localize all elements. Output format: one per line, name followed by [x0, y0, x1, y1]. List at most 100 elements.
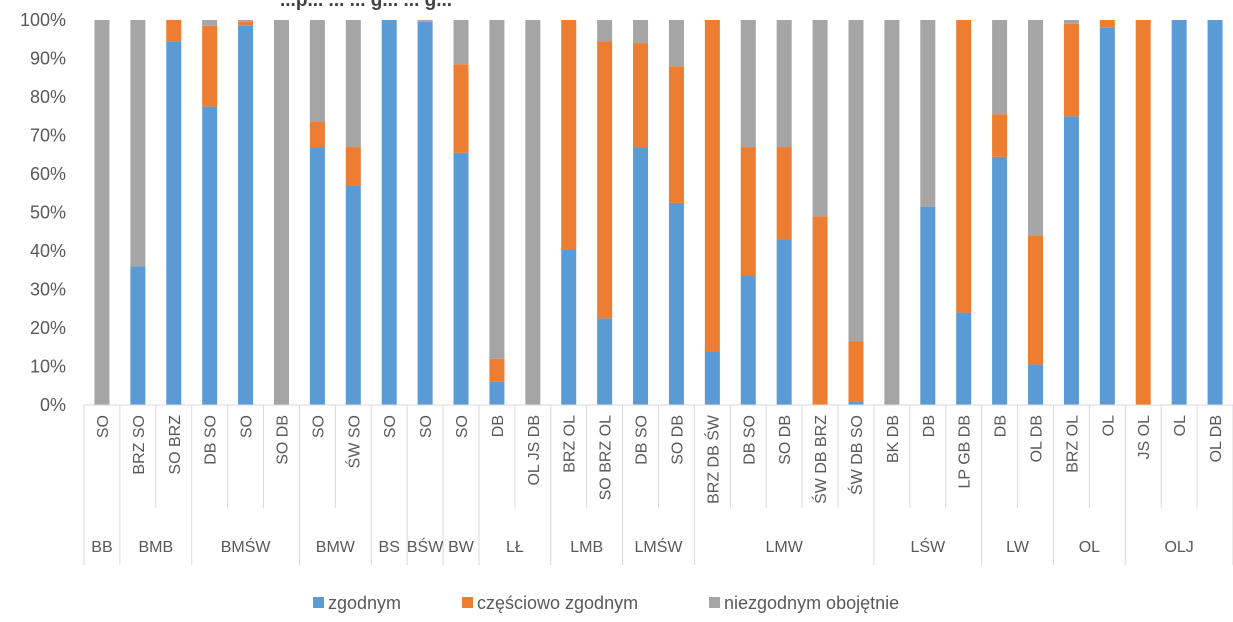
- bar-segment-1: [1028, 364, 1044, 405]
- x-tick-label: OL JS DB: [526, 415, 543, 486]
- y-tick-label: 0%: [40, 395, 66, 415]
- bar-segment-1: [309, 147, 325, 406]
- x-tick-label: ŚW SO: [344, 415, 363, 468]
- bar-segment-3: [453, 20, 469, 65]
- chart-title: ...p... ... ... g... ... g...: [280, 0, 452, 11]
- x-tick-label: DB SO: [203, 415, 220, 465]
- bar-segment-3: [740, 20, 756, 148]
- bar-segment-1: [668, 202, 684, 406]
- bar-segment-3: [848, 20, 864, 342]
- bar-segment-1: [992, 156, 1008, 405]
- legend: zgodnym częściowo zgodnym niezgodnym oboję…: [313, 593, 899, 613]
- group-label: LŁ: [506, 539, 524, 556]
- x-tick-label: ŚW DB BRZ: [811, 415, 830, 504]
- bar-segment-2: [848, 341, 864, 402]
- legend-label: częściowo zgodnym: [477, 593, 638, 613]
- x-tick-label: SO: [239, 415, 256, 438]
- bar-segment-1: [166, 41, 182, 406]
- bar-segment-3: [273, 20, 289, 405]
- bar-segment-2: [1028, 235, 1044, 365]
- x-tick-label: ŚW DB SO: [847, 415, 866, 495]
- x-tick-label: OL: [1172, 415, 1189, 436]
- bar-segment-1: [956, 312, 972, 405]
- bar-segment-1: [417, 21, 433, 406]
- bar-segment-3: [130, 20, 146, 267]
- bar-segment-1: [345, 185, 361, 405]
- bar-segment-2: [453, 64, 469, 153]
- bar-segment-3: [920, 20, 936, 207]
- group-label: BMB: [138, 539, 173, 556]
- bar-segment-2: [1099, 20, 1115, 28]
- bar-segment-3: [1063, 20, 1079, 24]
- bar-segment-3: [417, 20, 433, 22]
- bar-segment-3: [309, 20, 325, 123]
- bar-segment-2: [238, 21, 254, 26]
- group-label: BŚW: [407, 537, 444, 556]
- y-tick-label: 20%: [30, 318, 66, 338]
- bar-segment-3: [992, 20, 1008, 115]
- bar-segment-1: [238, 25, 254, 406]
- bar-segment-2: [668, 66, 684, 203]
- group-label: OL: [1079, 539, 1100, 556]
- bar-segment-1: [776, 239, 792, 405]
- bar-segment-2: [1063, 23, 1079, 117]
- bar-segment-1: [1063, 116, 1079, 405]
- bar-segment-3: [94, 20, 110, 405]
- bar-segment-2: [345, 147, 361, 186]
- bar-segment-3: [597, 20, 613, 42]
- x-tick-label: JS OL: [1136, 415, 1153, 460]
- y-tick-label: 100%: [20, 10, 66, 30]
- x-tick-label: DB SO: [634, 415, 651, 465]
- y-tick-label: 50%: [30, 203, 66, 223]
- bar-segment-2: [166, 20, 182, 42]
- bar-segment-3: [776, 20, 792, 148]
- bar-segment-1: [633, 147, 649, 406]
- bar-segment-2: [309, 122, 325, 148]
- bar-segment-2: [812, 216, 828, 405]
- legend-swatch: [462, 597, 473, 608]
- group-label: OLJ: [1164, 539, 1193, 556]
- bar-segment-2: [776, 147, 792, 240]
- y-tick-label: 80%: [30, 87, 66, 107]
- x-tick-label: SO: [418, 415, 435, 438]
- x-tick-label: SO: [454, 415, 471, 438]
- bar-segment-2: [561, 20, 577, 250]
- group-label: BS: [379, 539, 400, 556]
- x-tick-label: BRZ SO: [131, 415, 148, 475]
- x-tick-label: BRZ OL: [562, 415, 579, 473]
- y-axis: 0% 10% 20% 30% 40% 50% 60% 70% 80% 90% 100%: [20, 10, 66, 415]
- group-label: LMŚW: [635, 537, 684, 556]
- group-label: BB: [91, 539, 112, 556]
- group-label: LMW: [766, 539, 804, 556]
- group-label: LŚW: [910, 537, 946, 556]
- x-tick-label: OL DB: [1029, 415, 1046, 462]
- bar-segment-2: [704, 20, 720, 352]
- bar-segment-2: [956, 20, 972, 313]
- x-tick-label: SO BRZ OL: [598, 415, 615, 500]
- bar-segment-1: [740, 276, 756, 405]
- x-axis: SO BRZ SO SO BRZ DB SO SO SO DB SO ŚW SO SO SO SO D…: [83, 404, 1233, 565]
- x-tick-label: SO DB: [274, 415, 291, 465]
- bar-segment-1: [1099, 27, 1115, 405]
- bar-segment-2: [992, 114, 1008, 157]
- legend-swatch: [709, 597, 720, 608]
- x-tick-label: SO DB: [777, 415, 794, 465]
- bar-segment-1: [1207, 20, 1223, 405]
- y-tick-label: 30%: [30, 280, 66, 300]
- bar-segment-1: [561, 249, 577, 405]
- x-tick-label: DB: [993, 415, 1010, 437]
- x-tick-label: SO DB: [669, 415, 686, 465]
- x-tick-label: BRZ OL: [1064, 415, 1081, 473]
- bar-segment-1: [489, 381, 505, 405]
- x-tick-label: SO BRZ: [167, 415, 184, 475]
- bar-segment-3: [345, 20, 361, 148]
- bar-segment-3: [238, 20, 254, 22]
- bar-segment-2: [489, 358, 505, 382]
- bar-segment-3: [489, 20, 505, 359]
- bar-segment-3: [202, 20, 218, 26]
- bar-segment-2: [740, 147, 756, 277]
- x-tick-label: BRZ DB ŚW: [703, 414, 722, 504]
- group-label: BW: [448, 539, 475, 556]
